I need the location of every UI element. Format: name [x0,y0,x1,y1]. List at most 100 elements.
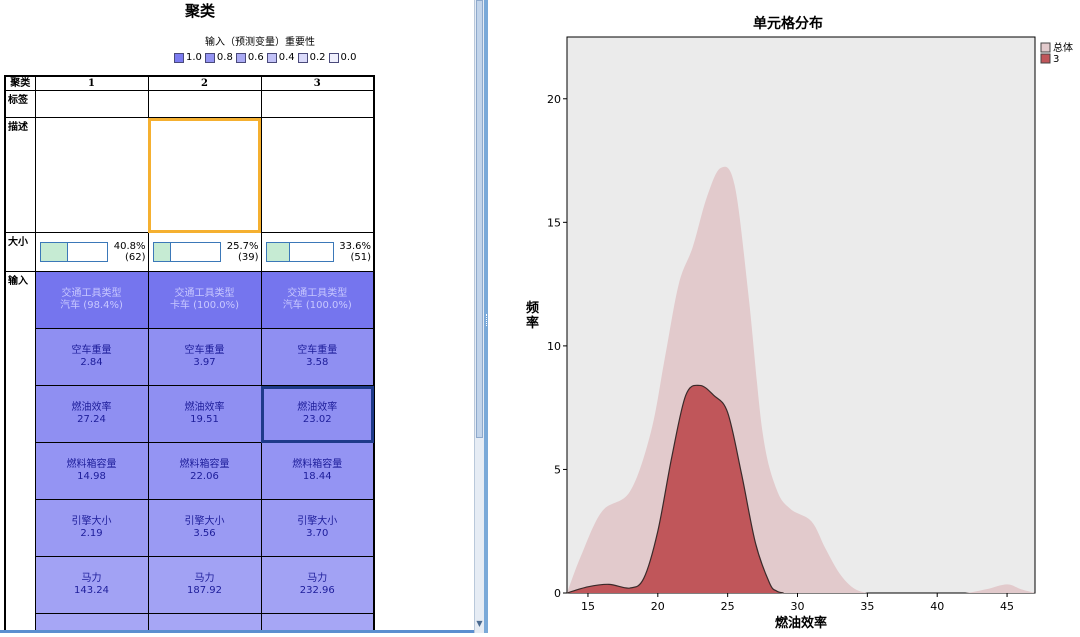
cluster-header-1[interactable]: 1 [34,75,149,91]
legend-label-0: 总体 [1053,41,1073,54]
label-cell-3[interactable] [260,90,375,118]
input-cell-horsepower-3[interactable]: 马力 232.96 [260,556,375,614]
importance-swatch [235,52,246,63]
input-cell-engine-size-3[interactable]: 引擎大小 3.70 [260,499,375,557]
size-percent-2: 25.7% [226,241,259,252]
importance-swatch [204,52,215,63]
importance-legend-item-1: 0.8 [204,52,233,63]
cluster-view-pane: 聚类 输入（预测变量）重要性 1.0 0.8 0.6 0.4 0.2 0.0 聚类 1 2… [0,0,474,633]
size-bar-1 [39,242,108,262]
pane-bottom-border [0,630,474,633]
splitter-grip-icon[interactable] [486,314,489,326]
input-cell-horsepower-2[interactable]: 马力 187.92 [147,556,262,614]
size-count-2: (39) [237,252,259,263]
importance-legend-label: 0.2 [309,52,326,63]
y-axis: 0 5 10 15 20 [547,93,567,600]
label-row-label: 标签 [4,90,36,118]
x-tick-label: 35 [860,600,874,613]
input-cell-horsepower-1[interactable]: 马力 143.24 [34,556,149,614]
cluster-table: 聚类 1 2 3 标签 描述 大小 40.8% (62) 25.7% (39) [4,75,375,633]
importance-legend-item-2: 0.6 [235,52,264,63]
input-cell-partial-1[interactable] [34,613,149,633]
size-cell-1[interactable]: 40.8% (62) [34,232,149,272]
x-axis-label: 燃油效率 [775,615,827,631]
input-cell-curb-weight-1[interactable]: 空车重量 2.84 [34,328,149,386]
y-tick-label: 20 [547,93,561,106]
density-outline-series-1 [566,384,784,594]
input-cell-partial-3[interactable] [260,613,375,633]
y-tick-label: 15 [547,216,561,229]
description-row-label: 描述 [4,117,36,233]
importance-legend-label: 0.6 [247,52,264,63]
input-row-horsepower: 马力 143.24 马力 187.92 马力 232.96 [5,556,375,614]
importance-legend-label: 0.8 [216,52,233,63]
x-tick-label: 20 [651,600,665,613]
input-cell-engine-size-1[interactable]: 引擎大小 2.19 [34,499,149,557]
importance-legend-label: 0.0 [340,52,357,63]
input-cell-curb-weight-3[interactable]: 空车重量 3.58 [260,328,375,386]
input-cell-vehicle-type-3[interactable]: 交通工具类型 汽车 (100.0%) [260,271,375,329]
input-cell-vehicle-type-2[interactable]: 交通工具类型 卡车 (100.0%) [147,271,262,329]
input-row-engine-size: 引擎大小 2.19 引擎大小 3.56 引擎大小 3.70 [5,499,375,557]
importance-swatch [328,52,339,63]
input-row-fuel-efficiency: 燃油效率 27.24 燃油效率 19.51 燃油效率 23.02 [5,385,375,443]
input-row-partial [5,613,375,633]
input-cell-fuel-capacity-3[interactable]: 燃料箱容量 18.44 [260,442,375,500]
input-cell-curb-weight-2[interactable]: 空车重量 3.97 [147,328,262,386]
importance-swatch [297,52,308,63]
label-row: 标签 [4,90,375,118]
scrollbar-thumb[interactable] [476,0,483,438]
input-cell-fuel-capacity-1[interactable]: 燃料箱容量 14.98 [34,442,149,500]
cluster-header-2[interactable]: 2 [147,75,262,91]
density-areas [566,166,1035,594]
y-axis-label: 频率 [526,300,539,331]
importance-legend-label: 0.4 [278,52,295,63]
input-cell-vehicle-type-1[interactable]: 交通工具类型 汽车 (98.4%) [34,271,149,329]
size-percent-3: 33.6% [339,241,371,252]
y-tick-label: 0 [554,587,561,600]
cell-distribution-chart: 单元格分布 15 20 25 30 35 40 45 0 5 10 15 20 燃油效率 频率 总体… [526,15,1073,631]
x-tick-label: 15 [581,600,595,613]
size-cell-3[interactable]: 33.6% (51) [260,232,375,272]
cluster-header-corner: 聚类 [4,75,36,91]
input-cell-partial-2[interactable] [147,613,262,633]
input-row-fuel-capacity: 燃料箱容量 14.98 燃料箱容量 22.06 燃料箱容量 18.44 [5,442,375,500]
x-axis: 15 20 25 30 35 40 45 [581,593,1014,613]
cluster-header-3[interactable]: 3 [260,75,375,91]
x-tick-label: 40 [930,600,944,613]
size-count-1: (62) [124,252,146,263]
x-tick-label: 25 [721,600,735,613]
input-cell-fuel-efficiency-2[interactable]: 燃油效率 19.51 [147,385,262,443]
label-cell-2[interactable] [147,90,262,118]
input-cell-engine-size-2[interactable]: 引擎大小 3.56 [147,499,262,557]
size-bar-2 [152,242,221,262]
x-tick-label: 45 [1000,600,1014,613]
importance-swatch [174,52,184,63]
legend-swatch-1 [1040,53,1051,64]
importance-legend-label: 1.0 [186,52,202,63]
input-cell-fuel-efficiency-3-selected[interactable]: 燃油效率 23.02 [260,385,375,443]
cell-distribution-pane: 单元格分布 15 20 25 30 35 40 45 0 5 10 15 20 燃油效率 频率 总体… [490,0,1080,633]
importance-legend-item-4: 0.2 [297,52,326,63]
scroll-down-arrow-icon[interactable]: ▼ [476,619,483,628]
input-cell-fuel-capacity-2[interactable]: 燃料箱容量 22.06 [147,442,262,500]
input-row-vehicle-type: 输入 交通工具类型 汽车 (98.4%) 交通工具类型 卡车 (100.0%) 交通… [4,271,375,633]
size-count-3: (51) [350,252,371,263]
importance-legend-item-3: 0.4 [266,52,295,63]
size-bar-3 [265,242,334,262]
importance-legend-item-0: 1.0 [174,52,202,63]
density-area-series-1 [567,385,784,593]
description-row: 描述 [4,117,375,233]
description-cell-3[interactable] [260,117,375,233]
importance-swatch [266,52,277,63]
size-cell-2[interactable]: 25.7% (39) [147,232,262,272]
description-cell-1[interactable] [34,117,149,233]
description-cell-2-selected[interactable] [147,117,262,233]
input-cell-fuel-efficiency-1[interactable]: 燃油效率 27.24 [34,385,149,443]
y-tick-label: 10 [547,340,561,353]
legend-swatch-0 [1040,42,1051,53]
y-tick-label: 5 [554,463,561,476]
label-cell-1[interactable] [34,90,149,118]
importance-legend-item-5: 0.0 [328,52,357,63]
size-row: 大小 40.8% (62) 25.7% (39) 33.6% (51) [4,232,375,272]
